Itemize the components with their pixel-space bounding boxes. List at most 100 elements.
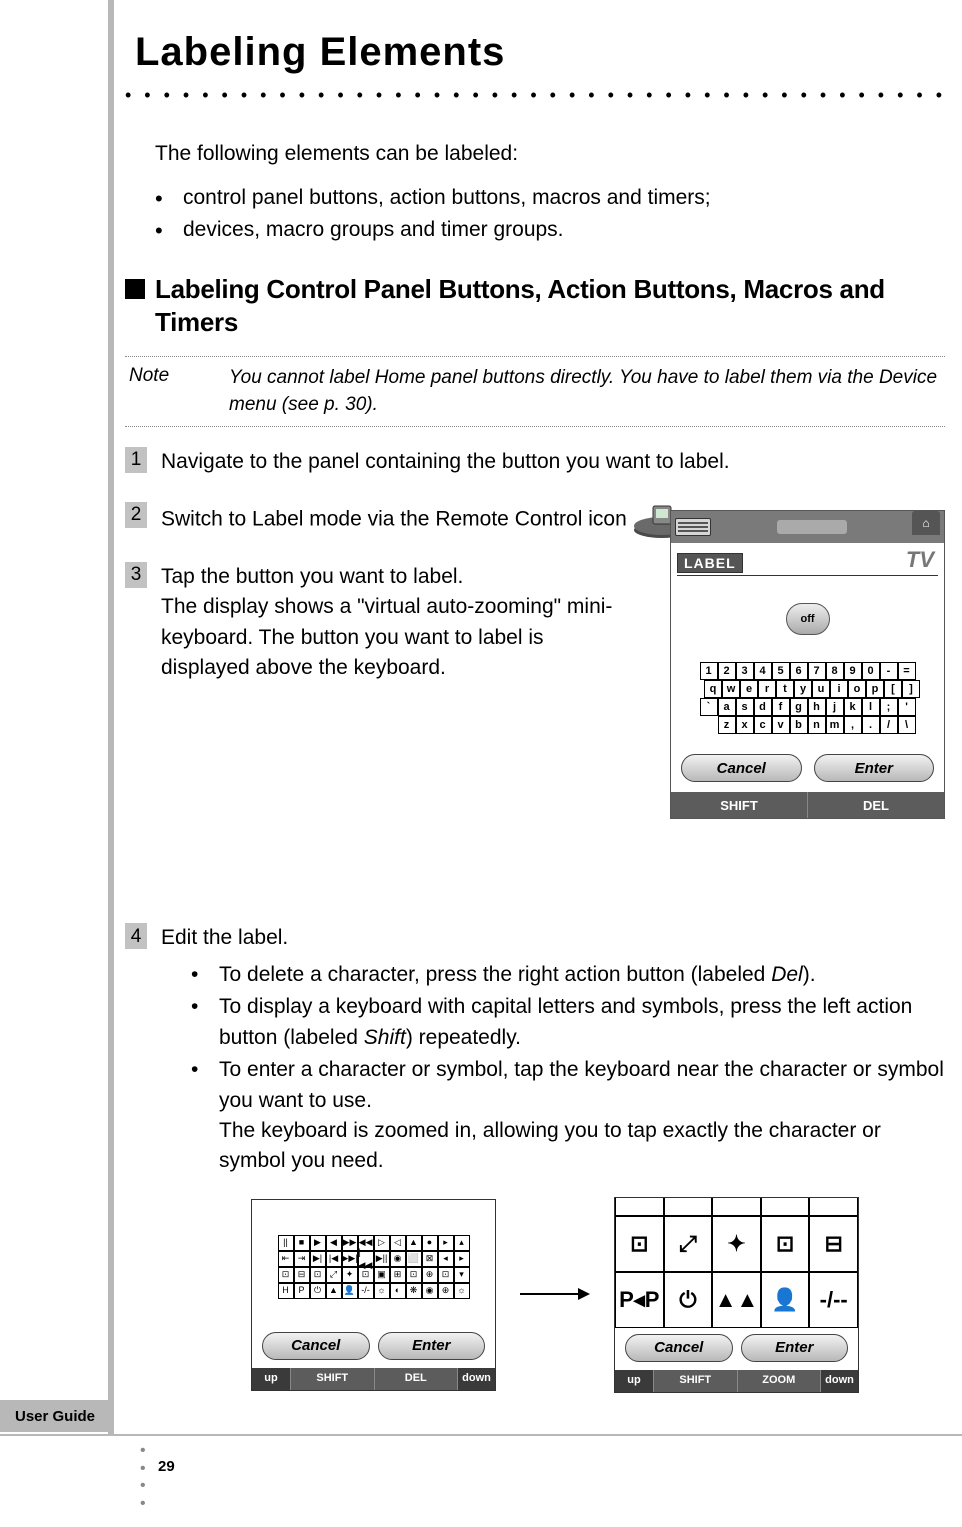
keyboard-key[interactable]: h: [808, 698, 826, 716]
panel-bottom-bar: up SHIFT ZOOM down: [615, 1370, 858, 1392]
keyboard-key[interactable]: ,: [844, 716, 862, 734]
keyboard-key[interactable]: ]: [902, 680, 920, 698]
page-title: Labeling Elements: [135, 30, 945, 75]
panel-buttons: Cancel Enter: [615, 1328, 858, 1370]
keyboard-key[interactable]: v: [772, 716, 790, 734]
cancel-button[interactable]: Cancel: [262, 1332, 370, 1360]
zoom-key[interactable]: ✦: [712, 1216, 761, 1272]
keyboard-key[interactable]: ': [898, 698, 916, 716]
panel-buttons: Cancel Enter: [252, 1326, 495, 1368]
zoom-key[interactable]: ⊡: [615, 1216, 664, 1272]
keyboard-key[interactable]: 7: [808, 662, 826, 680]
zoom-key[interactable]: P◂P: [615, 1272, 664, 1328]
keyboard-key[interactable]: 0: [862, 662, 880, 680]
keyboard-key[interactable]: r: [758, 680, 776, 698]
del-label: DEL: [374, 1368, 458, 1390]
keyboard-key[interactable]: c: [754, 716, 772, 734]
step-body: Navigate to the panel containing the but…: [161, 447, 945, 477]
footer-line: [0, 1434, 962, 1436]
keyboard-key[interactable]: a: [718, 698, 736, 716]
bullet-ital: Del: [771, 963, 803, 986]
keyboard-key[interactable]: 3: [736, 662, 754, 680]
keyboard-key[interactable]: \: [898, 716, 916, 734]
enter-button[interactable]: Enter: [814, 754, 935, 782]
intro-text: The following elements can be labeled:: [155, 142, 945, 166]
bottom-panels: ||■▶◀▶▶◀◀▷◁▲●▸▴ ⇤⇥▶||◀▶▶||◀◀▶||◉⬜⊠◂▸ ⊡⊟⊡…: [251, 1197, 945, 1393]
label-tag: LABEL: [677, 553, 743, 573]
step-head: Edit the label.: [161, 923, 945, 953]
keyboard-key[interactable]: =: [898, 662, 916, 680]
up-label: up: [252, 1368, 290, 1390]
step-body: Edit the label. To delete a character, p…: [161, 923, 945, 1393]
keyboard-key[interactable]: [: [884, 680, 902, 698]
keyboard-key[interactable]: ;: [880, 698, 898, 716]
keyboard-key[interactable]: x: [736, 716, 754, 734]
step-text: Switch to Label mode via the Remote Cont…: [161, 507, 633, 530]
arrow-icon: [520, 1273, 590, 1317]
keyboard-key[interactable]: w: [722, 680, 740, 698]
keyboard-key[interactable]: 8: [826, 662, 844, 680]
step-body: Tap the button you want to label. The di…: [161, 562, 621, 684]
keyboard-key[interactable]: 6: [790, 662, 808, 680]
step-head: Tap the button you want to label.: [161, 562, 621, 592]
bullet-text: ).: [803, 963, 816, 986]
enter-button[interactable]: Enter: [741, 1334, 849, 1362]
zoom-key[interactable]: ▲▲: [712, 1272, 761, 1328]
sidebar-line: [108, 0, 114, 1435]
keyboard-key[interactable]: t: [776, 680, 794, 698]
keyboard-key[interactable]: q: [704, 680, 722, 698]
down-label: down: [457, 1368, 495, 1390]
keyboard-key[interactable]: d: [754, 698, 772, 716]
zoom-key[interactable]: ⤢: [664, 1216, 713, 1272]
keyboard-key[interactable]: p: [866, 680, 884, 698]
keyboard-key[interactable]: g: [790, 698, 808, 716]
shift-label: SHIFT: [653, 1370, 737, 1392]
keyboard-key[interactable]: 5: [772, 662, 790, 680]
keyboard-key[interactable]: .: [862, 716, 880, 734]
keyboard-key[interactable]: i: [830, 680, 848, 698]
keyboard-key[interactable]: z: [718, 716, 736, 734]
page-content: Labeling Elements • • • • • • • • • • • …: [125, 30, 945, 1417]
enter-button[interactable]: Enter: [378, 1332, 486, 1360]
bullet-extra: The keyboard is zoomed in, allowing you …: [219, 1119, 881, 1172]
zoom-key[interactable]: 👤: [761, 1272, 810, 1328]
keyboard-key[interactable]: `: [700, 698, 718, 716]
keyboard-key[interactable]: /: [880, 716, 898, 734]
keyboard-key[interactable]: u: [812, 680, 830, 698]
keyboard-key[interactable]: n: [808, 716, 826, 734]
home-tab-icon[interactable]: ⌂: [912, 511, 940, 535]
keyboard-key[interactable]: m: [826, 716, 844, 734]
user-guide-tab: User Guide: [0, 1400, 110, 1432]
section-marker: [125, 279, 145, 299]
keyboard-key[interactable]: j: [826, 698, 844, 716]
bullet-text: To delete a character, press the right a…: [219, 963, 771, 986]
keyboard-key[interactable]: f: [772, 698, 790, 716]
menu-icon[interactable]: [675, 518, 711, 536]
zoom-key[interactable]: ⊡: [761, 1216, 810, 1272]
keyboard-key[interactable]: k: [844, 698, 862, 716]
keyboard-key[interactable]: o: [848, 680, 866, 698]
zoom-key[interactable]: ⏻: [664, 1272, 713, 1328]
shift-label: SHIFT: [671, 792, 807, 818]
device-bottom-bar: SHIFT DEL: [671, 792, 944, 818]
keyboard-key[interactable]: l: [862, 698, 880, 716]
keyboard-key[interactable]: s: [736, 698, 754, 716]
zoom-key[interactable]: -/--: [809, 1272, 858, 1328]
keyboard-key[interactable]: 2: [718, 662, 736, 680]
keyboard-key[interactable]: 9: [844, 662, 862, 680]
keyboard-key[interactable]: e: [740, 680, 758, 698]
device-buttons: Cancel Enter: [671, 740, 944, 792]
keyboard-key[interactable]: 1: [700, 662, 718, 680]
keyboard-key[interactable]: y: [794, 680, 812, 698]
keyboard-key[interactable]: 4: [754, 662, 772, 680]
zoom-key[interactable]: ⊟: [809, 1216, 858, 1272]
cancel-button[interactable]: Cancel: [681, 754, 802, 782]
del-label: DEL: [807, 792, 944, 818]
keyboard-key[interactable]: -: [880, 662, 898, 680]
keyboard-key[interactable]: b: [790, 716, 808, 734]
note-row: Note You cannot label Home panel buttons…: [125, 365, 945, 418]
bullet-ital: Shift: [364, 1026, 406, 1049]
cancel-button[interactable]: Cancel: [625, 1334, 733, 1362]
off-button[interactable]: off: [786, 603, 830, 635]
section-heading: Labeling Control Panel Buttons, Action B…: [155, 273, 945, 338]
